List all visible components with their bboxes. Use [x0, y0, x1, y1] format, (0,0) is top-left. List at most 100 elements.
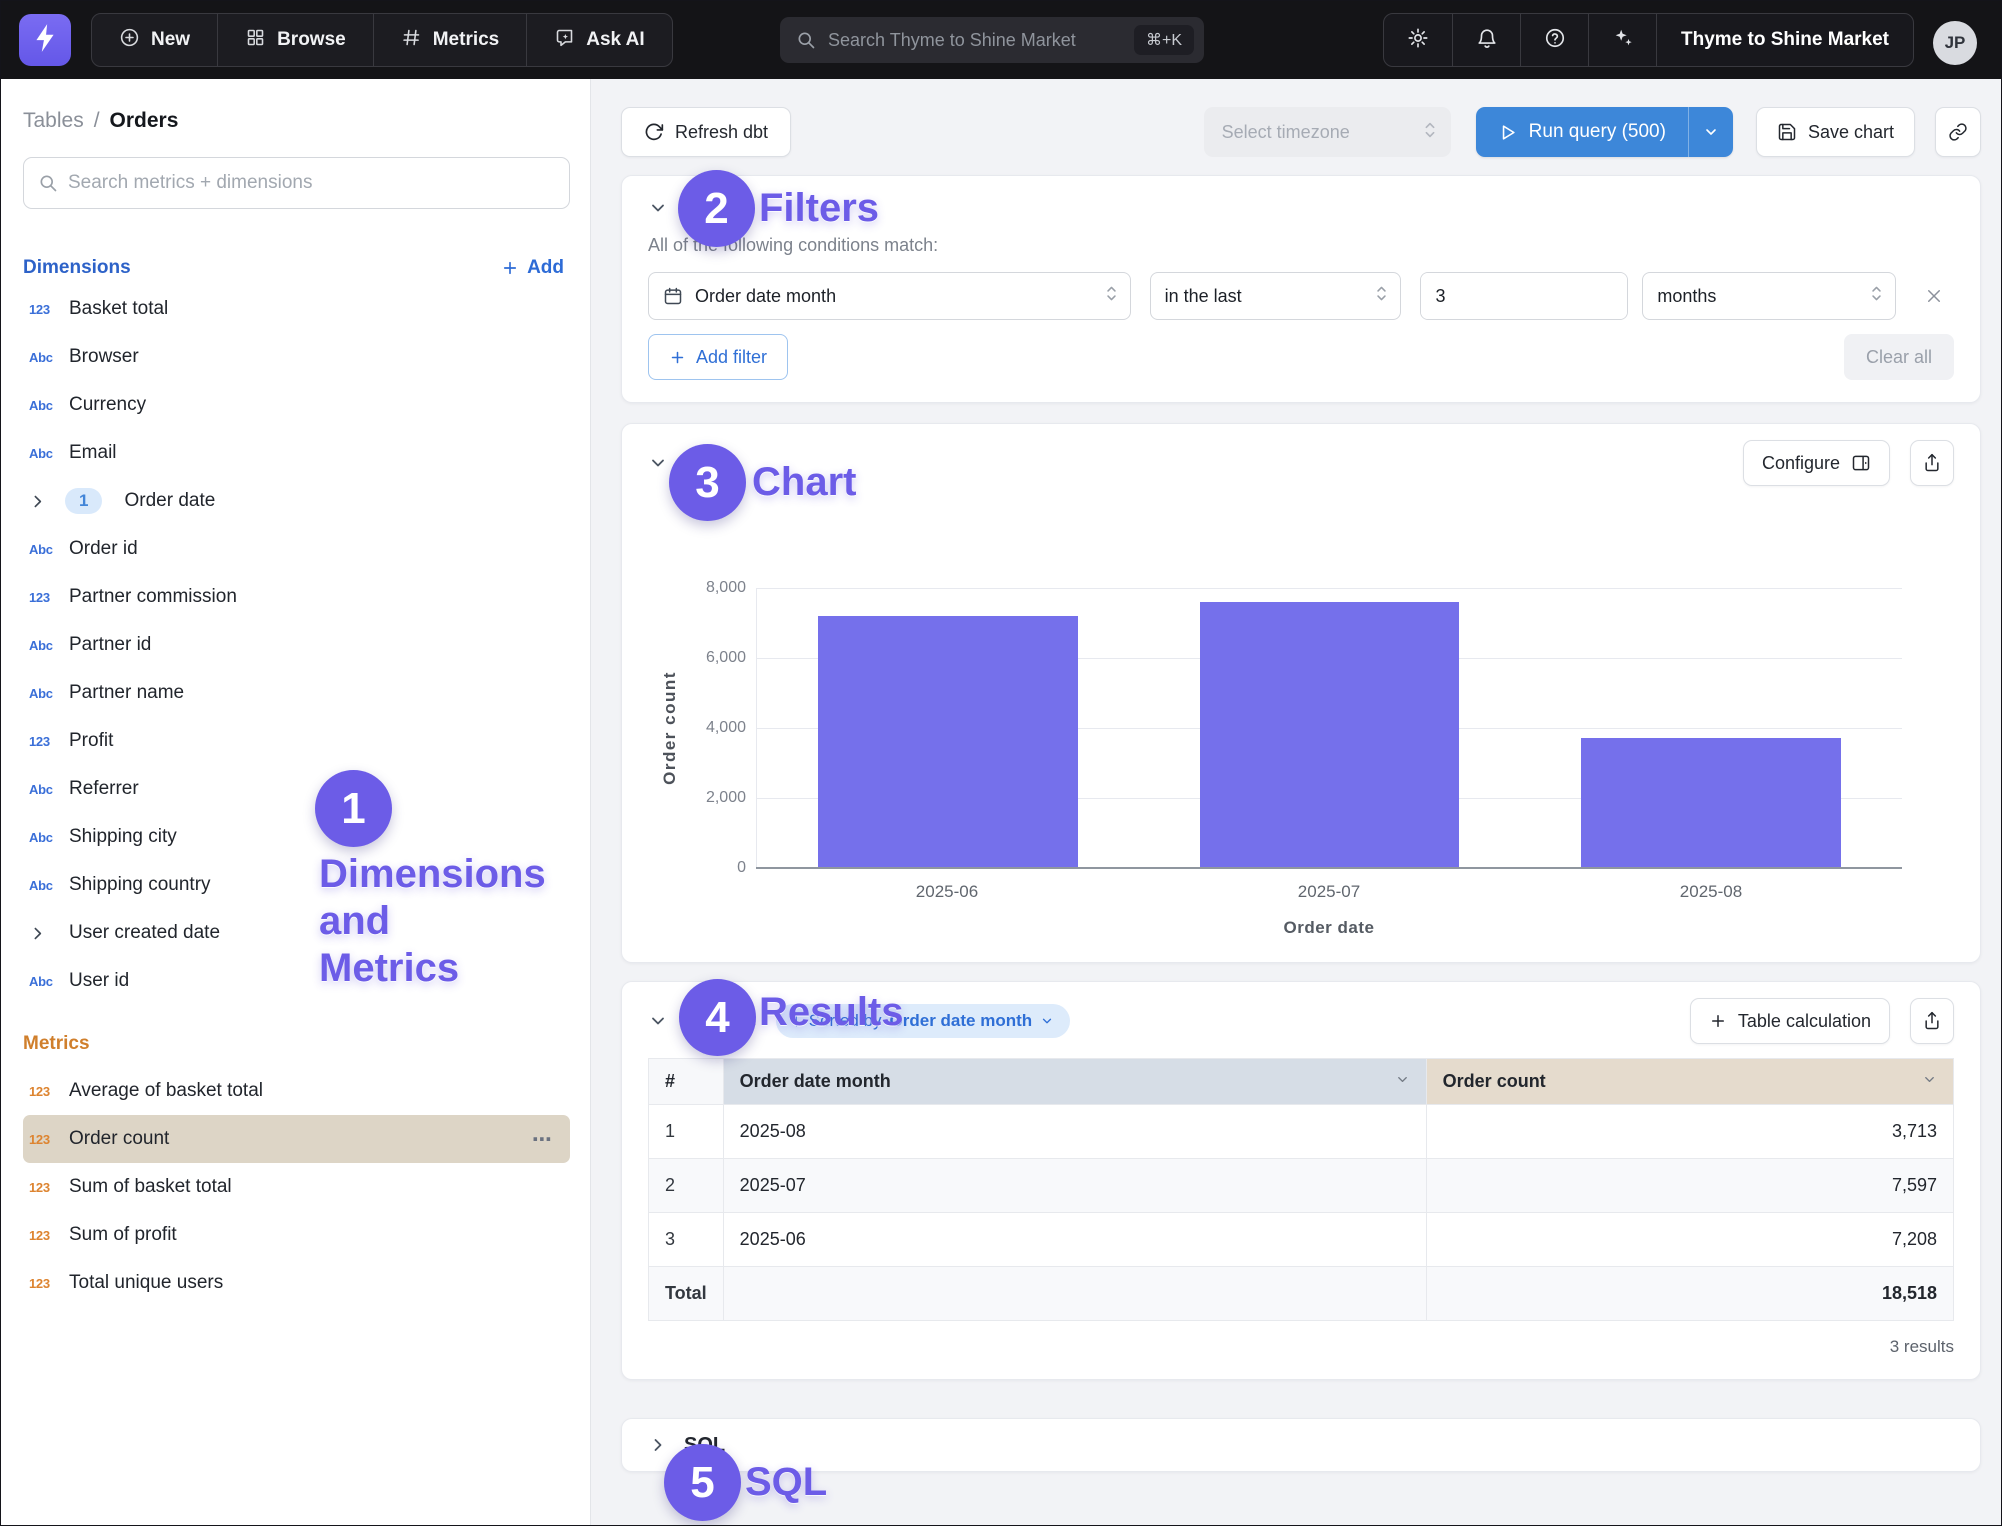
dimension-item[interactable]: AbcShipping city: [23, 813, 570, 861]
collapse-results-chevron[interactable]: [648, 1011, 668, 1031]
dimension-item[interactable]: AbcPartner id: [23, 621, 570, 669]
export-chart-button[interactable]: [1910, 440, 1954, 486]
chart-section-title: Chart: [684, 452, 736, 475]
dimension-item[interactable]: AbcOrder id: [23, 525, 570, 573]
metrics-header: Metrics: [23, 1033, 90, 1055]
global-search-input[interactable]: [828, 30, 1134, 51]
dimension-item[interactable]: AbcUser id: [23, 957, 570, 1005]
save-chart-button[interactable]: Save chart: [1756, 107, 1915, 157]
chevron-down-icon: [1703, 124, 1719, 140]
run-query-dropdown[interactable]: [1688, 107, 1733, 157]
dimension-group-user-created-date[interactable]: User created date: [23, 909, 570, 957]
column-menu-chevron[interactable]: [1922, 1071, 1937, 1092]
string-type-icon: Abc: [29, 830, 65, 845]
dimensions-header: Dimensions: [23, 257, 131, 279]
fields-search[interactable]: [23, 157, 570, 209]
play-icon: [1498, 123, 1517, 142]
plot-area: [756, 588, 1902, 868]
nav-browse-button[interactable]: Browse: [217, 14, 373, 66]
metric-item[interactable]: 123Average of basket total: [23, 1067, 570, 1115]
notifications-button[interactable]: [1452, 14, 1520, 66]
sql-panel[interactable]: SQL: [621, 1418, 1981, 1472]
share-link-button[interactable]: [1935, 107, 1981, 157]
metric-item-order-count-selected[interactable]: 123 Order count ⋯: [23, 1115, 570, 1163]
plus-icon: [501, 259, 519, 277]
string-type-icon: Abc: [29, 398, 65, 413]
dimension-item[interactable]: AbcReferrer: [23, 765, 570, 813]
select-updown-icon: [1423, 120, 1437, 145]
filters-subtitle: All of the following conditions match:: [648, 235, 1954, 256]
filter-field-select[interactable]: Order date month: [648, 272, 1131, 320]
dimension-item[interactable]: 123Partner commission: [23, 573, 570, 621]
remove-filter-button[interactable]: [1914, 276, 1954, 316]
settings-gear-button[interactable]: [1384, 14, 1452, 66]
config-panel-icon: [1851, 453, 1871, 473]
global-search[interactable]: ⌘+K: [780, 17, 1204, 63]
dimension-item[interactable]: AbcShipping country: [23, 861, 570, 909]
add-dimension-button[interactable]: Add: [495, 253, 570, 283]
nav-metrics-button[interactable]: Metrics: [373, 14, 527, 66]
dimension-item[interactable]: AbcPartner name: [23, 669, 570, 717]
table-row[interactable]: 3 2025-06 7,208: [649, 1213, 1954, 1267]
dimension-item[interactable]: 123Basket total: [23, 285, 570, 333]
timezone-select[interactable]: Select timezone: [1204, 107, 1451, 157]
help-button[interactable]: [1520, 14, 1588, 66]
dimension-group-order-date[interactable]: 1 Order date: [23, 477, 570, 525]
clear-all-filters-button[interactable]: Clear all: [1844, 334, 1954, 380]
floppy-save-icon: [1777, 122, 1797, 142]
metric-item[interactable]: 123Sum of profit: [23, 1211, 570, 1259]
gear-icon: [1407, 27, 1429, 54]
selected-count-badge: 1: [65, 488, 102, 514]
expand-sql-chevron[interactable]: [648, 1435, 668, 1455]
export-results-button[interactable]: [1910, 998, 1954, 1044]
bar-2025-08[interactable]: [1581, 738, 1841, 868]
ai-sparkles-button[interactable]: [1588, 14, 1656, 66]
filter-value-input[interactable]: [1421, 273, 1628, 319]
order-count-column-header[interactable]: Order count: [1426, 1059, 1953, 1105]
link-icon: [1948, 122, 1968, 142]
fields-search-input[interactable]: [68, 172, 555, 194]
dimension-item[interactable]: AbcCurrency: [23, 381, 570, 429]
workspace-name: Thyme to Shine Market: [1681, 29, 1889, 51]
workspace-switcher[interactable]: Thyme to Shine Market: [1656, 14, 1913, 66]
string-type-icon: Abc: [29, 974, 65, 989]
dimension-item[interactable]: AbcEmail: [23, 429, 570, 477]
column-menu-chevron[interactable]: [1395, 1071, 1410, 1092]
bar-2025-07[interactable]: [1200, 602, 1460, 868]
table-row[interactable]: 2 2025-07 7,597: [649, 1159, 1954, 1213]
bar-2025-06[interactable]: [818, 616, 1078, 868]
run-query-button[interactable]: Run query (500): [1476, 107, 1688, 157]
dimensions-list: 123Basket total AbcBrowser AbcCurrency A…: [23, 285, 570, 1005]
breadcrumb-tables-link[interactable]: Tables: [23, 109, 84, 133]
nav-new-button[interactable]: New: [92, 14, 217, 66]
collapse-chart-chevron[interactable]: [648, 453, 668, 473]
utility-icon-group: Thyme to Shine Market: [1383, 13, 1914, 67]
user-avatar[interactable]: JP: [1933, 21, 1977, 65]
dimension-item[interactable]: 123Profit: [23, 717, 570, 765]
chevron-right-icon[interactable]: [29, 493, 65, 510]
chevron-right-icon[interactable]: [29, 925, 65, 942]
number-type-icon: 123: [29, 302, 65, 317]
filter-unit-select[interactable]: months: [1642, 272, 1896, 320]
add-filter-button[interactable]: Add filter: [648, 334, 788, 380]
app-logo[interactable]: [19, 14, 71, 66]
collapse-filters-chevron[interactable]: [648, 198, 668, 218]
row-number-column-header: #: [649, 1059, 724, 1105]
search-icon: [38, 173, 58, 193]
plus-icon: [669, 349, 686, 366]
configure-chart-button[interactable]: Configure: [1743, 440, 1890, 486]
table-row[interactable]: 1 2025-08 3,713: [649, 1105, 1954, 1159]
lightning-bolt-icon: [32, 23, 58, 58]
order-date-month-column-header[interactable]: Order date month: [723, 1059, 1426, 1105]
nav-ask-ai-button[interactable]: Ask AI: [526, 14, 671, 66]
refresh-dbt-button[interactable]: Refresh dbt: [621, 107, 791, 157]
sorted-by-pill[interactable]: ↓ Sorted by Order date month: [776, 1004, 1070, 1038]
filter-operator-select[interactable]: in the last: [1150, 272, 1402, 320]
metric-item[interactable]: 123Sum of basket total: [23, 1163, 570, 1211]
table-calculation-button[interactable]: Table calculation: [1690, 998, 1890, 1044]
x-axis-line: [756, 867, 1902, 869]
metric-item[interactable]: 123Total unique users: [23, 1259, 570, 1307]
results-panel: Results ↓ Sorted by Order date month Tab…: [621, 981, 1981, 1380]
metric-options-menu[interactable]: ⋯: [532, 1127, 554, 1152]
dimension-item[interactable]: AbcBrowser: [23, 333, 570, 381]
